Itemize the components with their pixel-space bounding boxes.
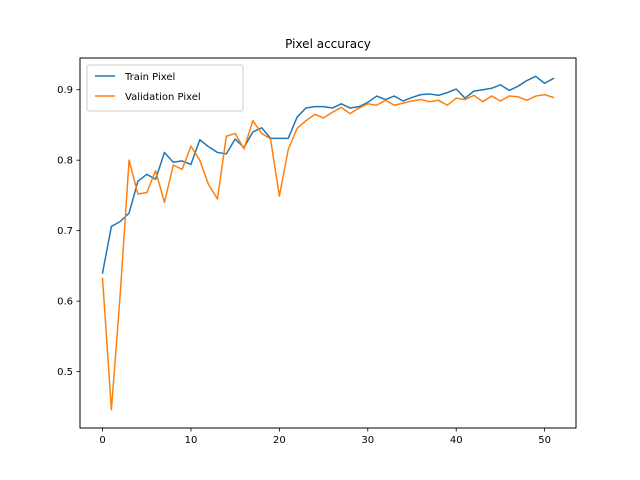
series-line-validation-pixel	[101, 93, 555, 411]
legend-box	[86, 64, 244, 112]
series-layer	[101, 75, 555, 411]
chart-title: Pixel accuracy	[285, 37, 371, 51]
x-tick-label: 10	[185, 435, 198, 446]
x-tick-label: 0	[99, 435, 105, 446]
y-tick-label: 0.5	[57, 367, 73, 378]
y-tick-label: 0.9	[57, 85, 73, 96]
x-tick-label: 30	[361, 435, 374, 446]
x-tick-label: 40	[450, 435, 463, 446]
legend-label: Validation Pixel	[125, 92, 201, 103]
y-tick-label: 0.6	[57, 297, 73, 308]
plot-frame	[79, 57, 577, 429]
y-tick-label: 0.7	[57, 226, 73, 237]
series-line-train-pixel	[101, 75, 555, 274]
x-tick-label: 50	[538, 435, 551, 446]
y-axis: 0.5 0.6 0.7 0.8 0.9	[57, 85, 80, 378]
legend-label: Train Pixel	[124, 72, 175, 83]
x-axis: 0 10 20 30 40 50	[99, 428, 551, 446]
legend: Train Pixel Validation Pixel	[86, 64, 244, 112]
y-tick-label: 0.8	[57, 156, 73, 167]
x-tick-label: 20	[273, 435, 286, 446]
